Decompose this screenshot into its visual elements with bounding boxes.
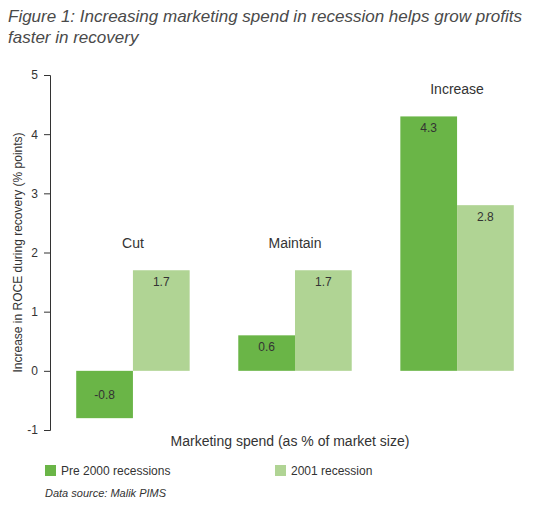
title-line: Figure 1: Increasing marketing spend in … xyxy=(8,7,523,26)
y-tick: 0 xyxy=(31,364,50,378)
y-tick-label: -1 xyxy=(27,423,38,437)
chart: Figure 1: Increasing marketing spend in … xyxy=(0,0,536,509)
data-labels: -0.8 0.6 4.3 1.7 1.7 2.8 xyxy=(94,121,494,401)
y-tick: 3 xyxy=(31,187,50,201)
bar xyxy=(133,270,190,371)
bar xyxy=(457,205,514,371)
x-axis-title: Marketing spend (as % of market size) xyxy=(171,433,410,449)
legend-swatch xyxy=(275,465,286,476)
y-axis: -1 0 1 2 3 4 5 xyxy=(27,68,50,437)
data-label: 0.6 xyxy=(258,340,275,354)
y-tick-mark xyxy=(44,312,50,313)
title: Figure 1: Increasing marketing spend in … xyxy=(8,7,523,47)
bar xyxy=(400,116,457,370)
y-tick-mark xyxy=(44,371,50,372)
y-tick-mark xyxy=(44,253,50,254)
legend-label: Pre 2000 recessions xyxy=(61,464,170,478)
y-axis-title: Increase in ROCE during recovery (% poin… xyxy=(11,132,25,372)
title-line: faster in recovery xyxy=(8,28,140,47)
y-tick-mark xyxy=(44,193,50,194)
y-tick-mark xyxy=(44,430,50,431)
legend-label: 2001 recession xyxy=(291,464,372,478)
bar xyxy=(238,335,295,371)
y-axis-line xyxy=(44,76,51,431)
y-tick-label: 5 xyxy=(31,68,38,82)
y-tick: 4 xyxy=(31,128,50,142)
data-label: 4.3 xyxy=(420,121,437,135)
data-label: 1.7 xyxy=(153,275,170,289)
category-labels: Cut Maintain Increase xyxy=(122,81,484,251)
y-tick-label: 3 xyxy=(31,187,38,201)
data-label: -0.8 xyxy=(94,388,115,402)
legend-item: 2001 recession xyxy=(275,464,372,478)
legend-item: Pre 2000 recessions xyxy=(45,464,170,478)
category-label: Maintain xyxy=(269,235,322,251)
y-tick-label: 1 xyxy=(31,305,38,319)
y-tick-mark xyxy=(44,75,50,76)
data-label: 2.8 xyxy=(477,210,494,224)
bars xyxy=(76,116,514,418)
y-tick: 2 xyxy=(31,246,50,260)
y-tick: 5 xyxy=(31,68,50,82)
source: Data source: Malik PIMS xyxy=(45,487,167,499)
legend-swatch xyxy=(45,465,56,476)
y-tick-label: 4 xyxy=(31,128,38,142)
legend: Pre 2000 recessions 2001 recession xyxy=(45,464,372,478)
data-label: 1.7 xyxy=(315,275,332,289)
bar xyxy=(295,270,352,371)
y-tick-mark xyxy=(44,134,50,135)
y-tick: 1 xyxy=(31,305,50,319)
y-tick-label: 2 xyxy=(31,246,38,260)
category-label: Cut xyxy=(122,235,144,251)
y-tick-label: 0 xyxy=(31,364,38,378)
category-label: Increase xyxy=(430,81,484,97)
y-tick: -1 xyxy=(27,423,50,437)
bar xyxy=(76,371,133,418)
